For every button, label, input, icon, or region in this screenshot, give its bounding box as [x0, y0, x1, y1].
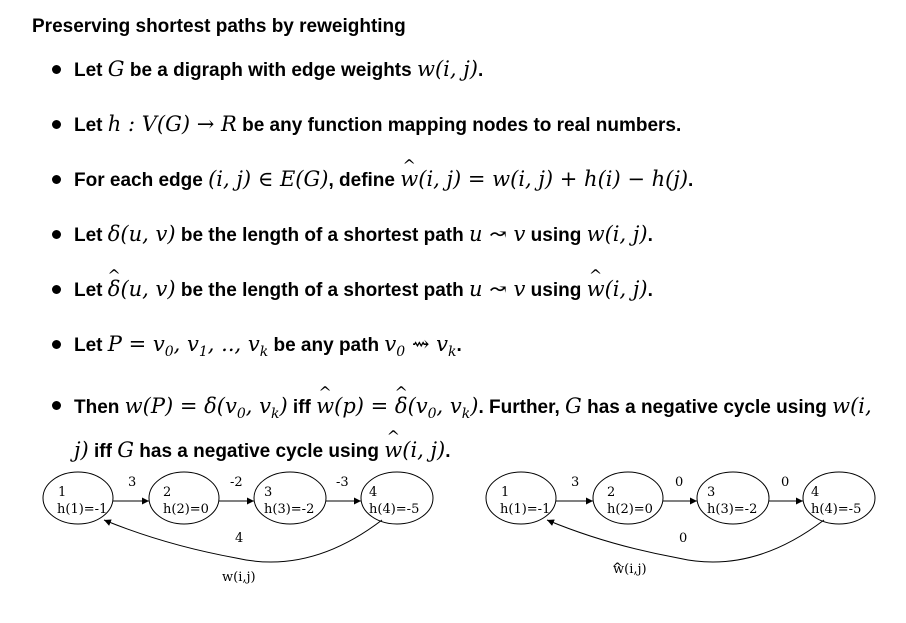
edge-weight: 0: [781, 475, 789, 490]
back-edge: [103, 519, 383, 563]
graph-right: [485, 471, 876, 563]
math: w(i, j): [586, 222, 648, 246]
bullet-4: Let δ(u, v) be the length of a shortest …: [50, 217, 890, 253]
bullet-5: Let δ(u, v) be the length of a shortest …: [50, 272, 890, 308]
back-edge-weight: 4: [235, 531, 243, 546]
node-id: 4: [369, 485, 377, 500]
node-id: 3: [707, 485, 715, 500]
node-h: h(1)=-1: [57, 502, 107, 517]
back-edge: [546, 519, 825, 563]
math: u ↝ v: [469, 277, 526, 301]
math: w(i, j): [384, 438, 445, 462]
node: [42, 471, 114, 525]
node-h: h(2)=0: [163, 502, 209, 517]
node: [485, 471, 557, 525]
node-id: 4: [811, 485, 819, 500]
bullet-2: Let h : V(G) → R be any function mapping…: [50, 107, 890, 143]
bullet-6: Let P = v0, v1, .., vk be any path v0 ⇝ …: [50, 327, 890, 369]
math: G: [107, 57, 125, 81]
edge-weight: -2: [230, 475, 243, 490]
graph-caption: w(i,j): [613, 562, 647, 577]
graph-caption: w(i,j): [222, 570, 256, 585]
node: [696, 471, 770, 525]
node: [360, 471, 434, 525]
math: w(i, j) = w(i, j) + h(i) − h(j): [400, 167, 688, 191]
graph-right-labels: 1 h(1)=-1 2 h(2)=0 3 h(3)=-2 4 h(4)=-5 3…: [500, 475, 861, 577]
math: (i, j) ∈ E(G): [208, 167, 329, 191]
edge-weight: 3: [128, 475, 136, 490]
math: G: [117, 438, 134, 463]
bullet-7: Then w(P) = δ(v0, vk) iff w(p) = δ(v0, v…: [50, 388, 890, 470]
node: [148, 471, 220, 525]
node-h: h(3)=-2: [707, 502, 757, 517]
node-h: h(4)=-5: [811, 502, 861, 517]
graph-diagrams: 1 h(1)=-1 2 h(2)=0 3 h(3)=-2 4 h(4)=-5 3…: [42, 471, 876, 585]
graph-left-labels: 1 h(1)=-1 2 h(2)=0 3 h(3)=-2 4 h(4)=-5 3…: [57, 475, 419, 585]
node-h: h(3)=-2: [264, 502, 314, 517]
node-id: 1: [58, 485, 66, 500]
graph-left: [42, 471, 434, 563]
slide-title: Preserving shortest paths by reweighting: [32, 16, 406, 37]
math: δ(u, v): [107, 222, 176, 246]
edge-weight: 3: [571, 475, 579, 490]
math: w(i, j): [74, 394, 872, 463]
math: δ(u, v): [108, 277, 176, 301]
math: w(i, j): [587, 277, 648, 301]
math: G: [565, 394, 582, 419]
back-edge-weight: 0: [679, 531, 687, 546]
node-id: 3: [264, 485, 272, 500]
bullet-3: For each edge (i, j) ∈ E(G), define w(i,…: [50, 162, 890, 198]
node: [802, 471, 876, 525]
node: [592, 471, 664, 525]
math: w(P) = δ(v0, vk): [124, 394, 288, 423]
edge-weight: -3: [336, 475, 349, 490]
math: w(p) = δ(v0, vk): [316, 394, 478, 422]
bullet-1: Let G be a digraph with edge weights w(i…: [50, 52, 890, 88]
node-h: h(2)=0: [607, 502, 653, 517]
node-h: h(4)=-5: [369, 502, 419, 517]
node: [253, 471, 327, 525]
bullet-list: Let G be a digraph with edge weights w(i…: [50, 52, 890, 489]
node-id: 2: [163, 485, 171, 500]
node-id: 2: [607, 485, 615, 500]
math: v0 ⇝ vk: [384, 332, 457, 361]
math: u ↝ v: [469, 222, 526, 246]
node-h: h(1)=-1: [500, 502, 550, 517]
math: P = v0, v1, .., vk: [107, 332, 269, 361]
math: w(i, j): [416, 57, 478, 81]
math: h : V(G) → R: [107, 112, 237, 136]
edge-weight: 0: [675, 475, 683, 490]
node-id: 1: [501, 485, 509, 500]
hat-mark: ^: [612, 561, 623, 576]
